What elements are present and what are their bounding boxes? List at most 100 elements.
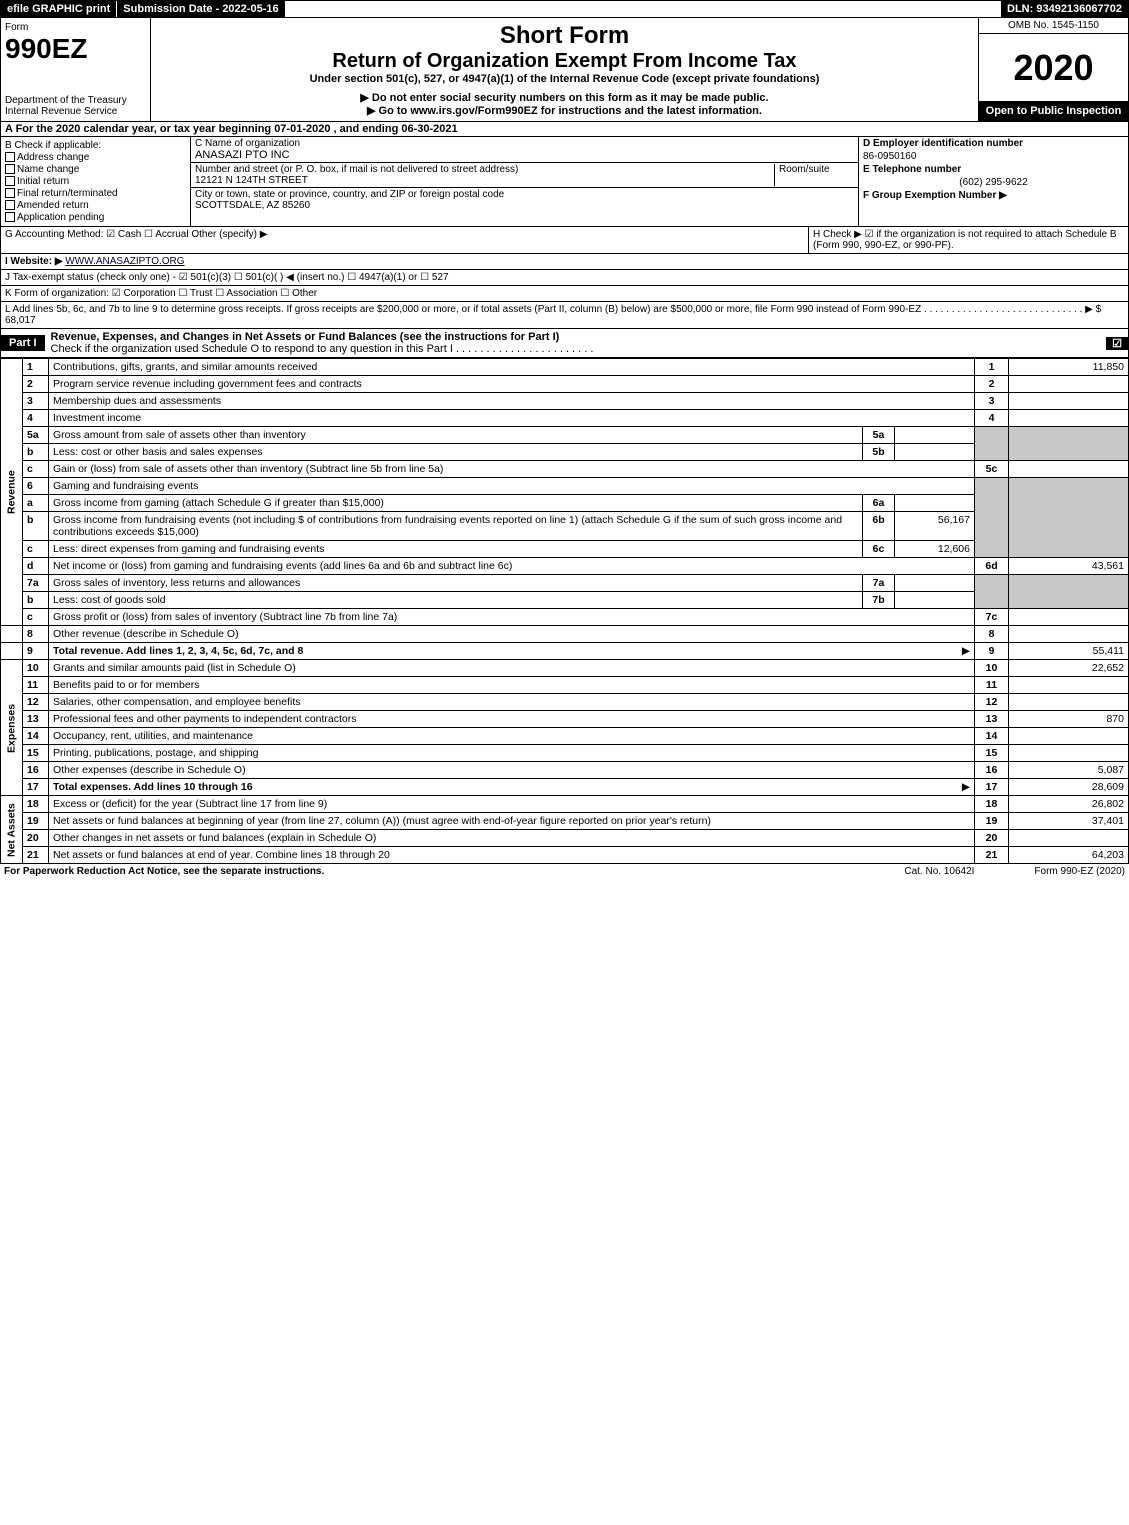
sub6b: 6b	[863, 512, 895, 541]
d4: Investment income	[49, 410, 975, 427]
v15	[1009, 745, 1129, 762]
row-a-tax-year: A For the 2020 calendar year, or tax yea…	[0, 122, 1129, 137]
website-link[interactable]: WWW.ANASAZIPTO.ORG	[65, 256, 184, 267]
website-label: I Website: ▶	[5, 256, 63, 267]
shade6	[975, 478, 1009, 558]
lno16: 16	[975, 762, 1009, 779]
do-not-enter: ▶ Do not enter social security numbers o…	[155, 91, 974, 104]
v12	[1009, 694, 1129, 711]
ln5a: 5a	[23, 427, 49, 444]
lno17: 17	[975, 779, 1009, 796]
arrow9: ▶	[962, 645, 970, 657]
sv6a	[895, 495, 975, 512]
sub6c: 6c	[863, 541, 895, 558]
org-name-label: C Name of organization	[195, 138, 854, 149]
check-name-change[interactable]: Name change	[5, 164, 186, 175]
d16: Other expenses (describe in Schedule O)	[49, 762, 975, 779]
lno12: 12	[975, 694, 1009, 711]
d6c: Less: direct expenses from gaming and fu…	[49, 541, 863, 558]
lno19: 19	[975, 813, 1009, 830]
d5c: Gain or (loss) from sale of assets other…	[49, 461, 975, 478]
lno11: 11	[975, 677, 1009, 694]
row-j-tax-exempt: J Tax-exempt status (check only one) - ☑…	[0, 270, 1129, 286]
check-address-change[interactable]: Address change	[5, 152, 186, 163]
ln7a: 7a	[23, 575, 49, 592]
v19: 37,401	[1009, 813, 1129, 830]
lno15: 15	[975, 745, 1009, 762]
ln9: 9	[23, 643, 49, 660]
ln17: 17	[23, 779, 49, 796]
city-value: SCOTTSDALE, AZ 85260	[195, 200, 854, 211]
efile-label[interactable]: efile GRAPHIC print	[1, 1, 116, 17]
check-initial-return[interactable]: Initial return	[5, 176, 186, 187]
open-public: Open to Public Inspection	[979, 101, 1128, 121]
check-final-return[interactable]: Final return/terminated	[5, 188, 186, 199]
room-label: Room/suite	[779, 164, 854, 175]
d8: Other revenue (describe in Schedule O)	[49, 626, 975, 643]
d7a: Gross sales of inventory, less returns a…	[49, 575, 863, 592]
check-application-pending[interactable]: Application pending	[5, 212, 186, 223]
ln20: 20	[23, 830, 49, 847]
go-to-link[interactable]: ▶ Go to www.irs.gov/Form990EZ for instru…	[155, 104, 974, 117]
d18: Excess or (deficit) for the year (Subtra…	[49, 796, 975, 813]
lno10: 10	[975, 660, 1009, 677]
under-section: Under section 501(c), 527, or 4947(a)(1)…	[155, 73, 974, 85]
d12: Salaries, other compensation, and employ…	[49, 694, 975, 711]
d1: Contributions, gifts, grants, and simila…	[49, 359, 975, 376]
sv7b	[895, 592, 975, 609]
sv5a	[895, 427, 975, 444]
ln6c: c	[23, 541, 49, 558]
lno20: 20	[975, 830, 1009, 847]
page-footer: For Paperwork Reduction Act Notice, see …	[0, 864, 1129, 879]
part1-table: Revenue 1 Contributions, gifts, grants, …	[0, 358, 1129, 864]
ln7c: c	[23, 609, 49, 626]
part1-header: Part I Revenue, Expenses, and Changes in…	[0, 329, 1129, 358]
shade7	[975, 575, 1009, 609]
part1-check[interactable]: ☑	[1106, 337, 1128, 350]
sv5b	[895, 444, 975, 461]
ln6a: a	[23, 495, 49, 512]
d11: Benefits paid to or for members	[49, 677, 975, 694]
sub5b: 5b	[863, 444, 895, 461]
d6d: Net income or (loss) from gaming and fun…	[49, 558, 975, 575]
ln6b: b	[23, 512, 49, 541]
sv6c: 12,606	[895, 541, 975, 558]
col-b-label: B Check if applicable:	[5, 140, 186, 151]
return-title: Return of Organization Exempt From Incom…	[155, 50, 974, 73]
d21: Net assets or fund balances at end of ye…	[49, 847, 975, 864]
lno6d: 6d	[975, 558, 1009, 575]
city-label: City or town, state or province, country…	[195, 189, 854, 200]
d-ein-value: 86-0950160	[859, 150, 1128, 163]
v6d: 43,561	[1009, 558, 1129, 575]
org-name: ANASAZI PTO INC	[195, 149, 854, 161]
v3	[1009, 393, 1129, 410]
side-revenue3	[1, 643, 23, 660]
lno9: 9	[975, 643, 1009, 660]
lno5c: 5c	[975, 461, 1009, 478]
lno8: 8	[975, 626, 1009, 643]
d19: Net assets or fund balances at beginning…	[49, 813, 975, 830]
ln7b: b	[23, 592, 49, 609]
side-revenue: Revenue	[1, 359, 23, 626]
org-addr-row: Number and street (or P. O. box, if mail…	[191, 163, 858, 188]
v17: 28,609	[1009, 779, 1129, 796]
ln16: 16	[23, 762, 49, 779]
lno4: 4	[975, 410, 1009, 427]
ln5b: b	[23, 444, 49, 461]
org-name-row: C Name of organization ANASAZI PTO INC	[191, 137, 858, 163]
addr-label: Number and street (or P. O. box, if mail…	[195, 164, 774, 175]
v10: 22,652	[1009, 660, 1129, 677]
lno13: 13	[975, 711, 1009, 728]
section-bcdef: B Check if applicable: Address change Na…	[0, 137, 1129, 227]
ln13: 13	[23, 711, 49, 728]
addr-value: 12121 N 124TH STREET	[195, 175, 774, 186]
header-center: Short Form Return of Organization Exempt…	[151, 18, 978, 121]
ln15: 15	[23, 745, 49, 762]
row-gh: G Accounting Method: ☑ Cash ☐ Accrual Ot…	[0, 227, 1129, 254]
ln11: 11	[23, 677, 49, 694]
part1-tab: Part I	[1, 335, 45, 351]
lno18: 18	[975, 796, 1009, 813]
footer-right: Form 990-EZ (2020)	[1034, 866, 1125, 877]
check-amended-return[interactable]: Amended return	[5, 200, 186, 211]
side-expenses: Expenses	[1, 660, 23, 796]
